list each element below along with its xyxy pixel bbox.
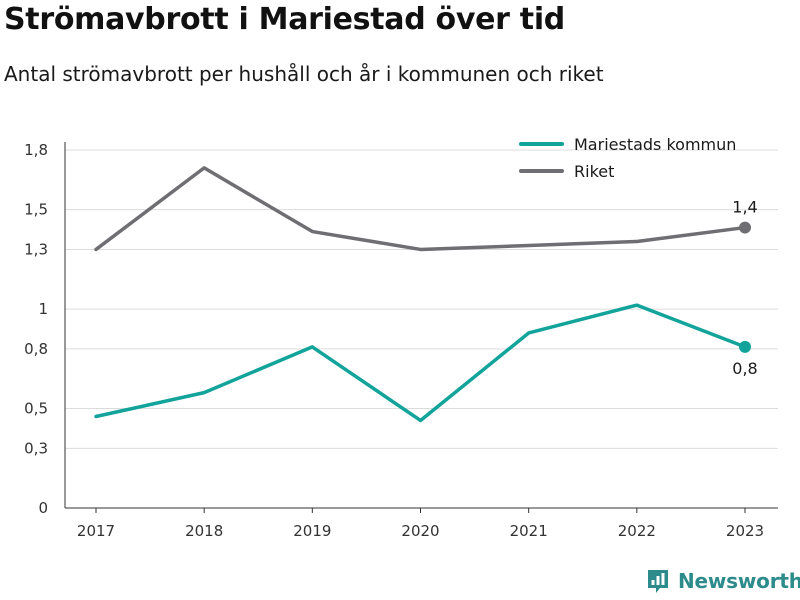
legend: Mariestads kommun Riket <box>519 135 736 181</box>
x-tick-label: 2018 <box>185 522 223 540</box>
y-tick-label: 0,3 <box>24 439 48 457</box>
x-tick-label: 2023 <box>726 522 764 540</box>
y-tick-label: 1,3 <box>24 240 48 258</box>
x-tick-label: 2019 <box>293 522 331 540</box>
data-labels: 0,8 1,4 <box>732 198 757 378</box>
x-tick-label: 2020 <box>401 522 439 540</box>
x-tick-label: 2022 <box>618 522 656 540</box>
brand-name: Newsworthy <box>678 569 800 593</box>
series-end-marker <box>739 221 751 234</box>
series-line-riket <box>94 166 747 252</box>
y-tick-label: 0,8 <box>24 340 48 358</box>
grid-lines <box>65 149 778 509</box>
y-tick-label: 0 <box>38 499 48 517</box>
chart-title: Strömavbrott i Mariestad över tid <box>4 2 565 37</box>
x-axis: 2017 2018 2019 2020 2021 2022 2023 <box>65 507 778 540</box>
legend-label: Riket <box>574 162 614 181</box>
series-end-label: 1,4 <box>732 198 757 217</box>
y-tick-label: 1 <box>38 300 48 318</box>
x-tick-label: 2017 <box>77 522 115 540</box>
y-tick-label: 1,5 <box>24 201 48 219</box>
series-end-marker <box>739 340 751 353</box>
y-tick-label: 1,8 <box>24 141 48 159</box>
chart-subtitle: Antal strömavbrott per hushåll och år i … <box>4 62 604 86</box>
x-tick-label: 2021 <box>510 522 548 540</box>
series-line-mariestad <box>94 303 747 423</box>
series-lines <box>94 166 751 423</box>
brand-logo: Newsworthy <box>646 568 800 594</box>
y-tick-label: 0,5 <box>24 400 48 418</box>
y-axis: 0 0,3 0,5 0,8 1 1,3 1,5 1,8 <box>24 141 66 517</box>
legend-label: Mariestads kommun <box>574 135 736 154</box>
newsworthy-logo-icon <box>648 570 668 593</box>
series-end-label: 0,8 <box>732 359 757 378</box>
